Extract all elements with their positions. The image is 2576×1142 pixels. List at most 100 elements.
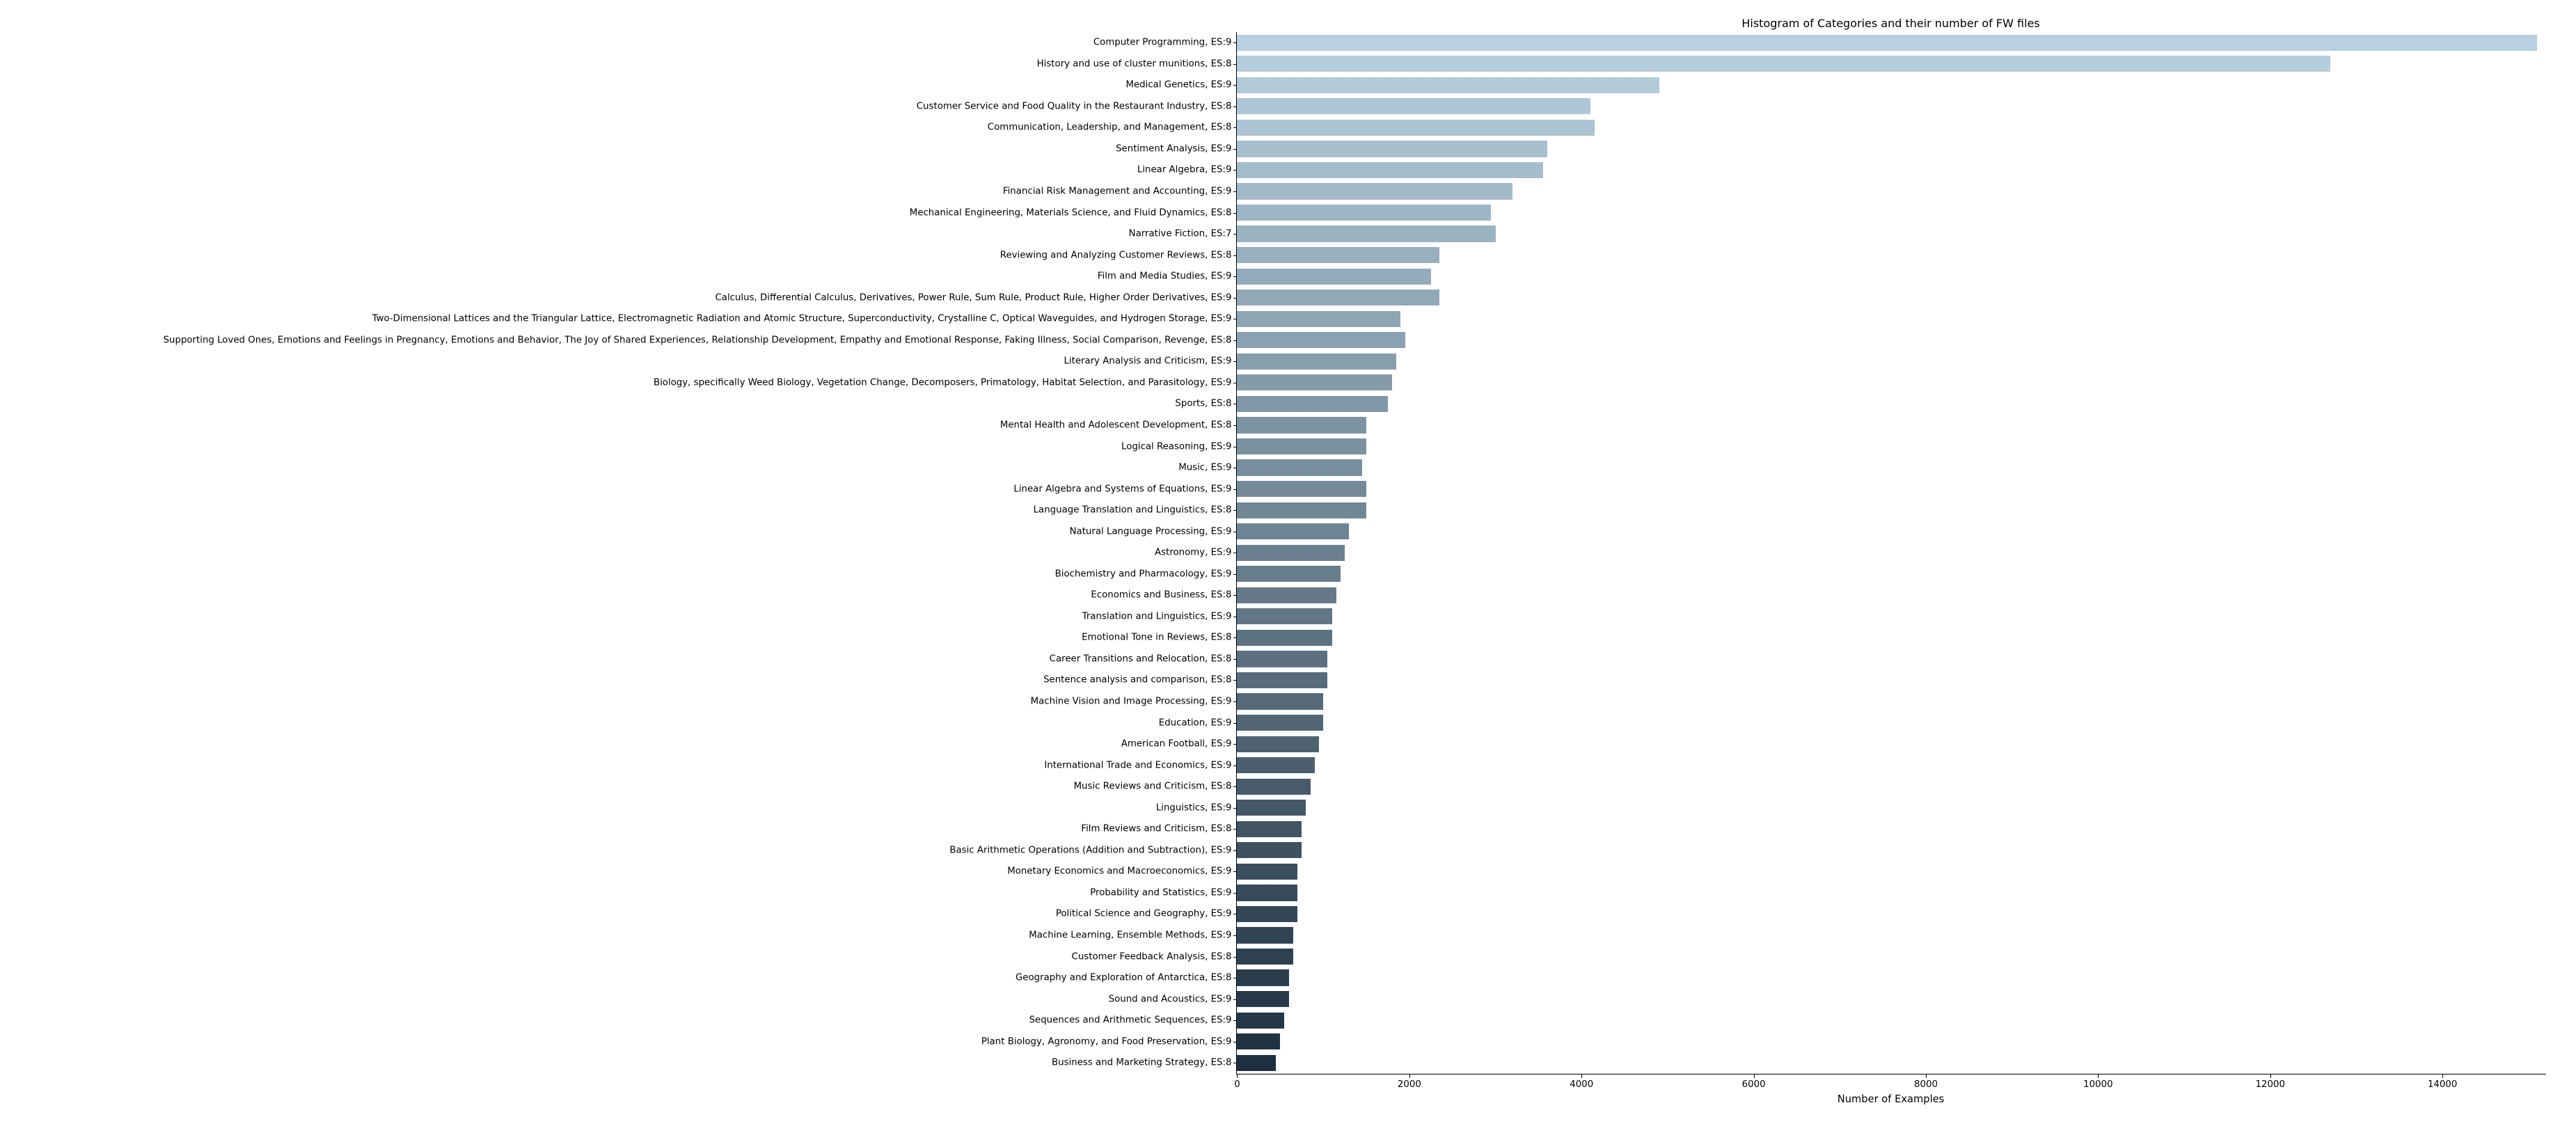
y-tick [1233, 127, 1237, 128]
bar [1237, 651, 1327, 667]
bar-row: Machine Learning, Ensemble Methods, ES:9 [1237, 925, 2545, 946]
category-label: Literary Analysis and Criticism, ES:9 [1064, 356, 1238, 367]
x-tick-label: 14000 [2428, 1074, 2457, 1090]
y-tick [1233, 723, 1237, 724]
bar [1237, 35, 2537, 51]
bar-row: Two-Dimensional Lattices and the Triangu… [1237, 308, 2545, 330]
category-label: Political Science and Geography, ES:9 [1056, 909, 1238, 919]
bar-row: Political Science and Geography, ES:9 [1237, 903, 2545, 925]
bar [1237, 566, 1340, 582]
y-tick [1233, 829, 1237, 830]
category-label: Linguistics, ES:9 [1156, 802, 1238, 813]
bar [1237, 481, 1366, 497]
category-label: Sentiment Analysis, ES:9 [1116, 143, 1237, 154]
bar-row: Emotional Tone in Reviews, ES:8 [1237, 627, 2545, 649]
bar-row: Linguistics, ES:9 [1237, 797, 2545, 818]
chart-title: Histogram of Categories and their number… [1741, 17, 2039, 30]
category-label: Supporting Loved Ones, Emotions and Feel… [164, 335, 1238, 345]
y-tick [1233, 574, 1237, 575]
x-tick-label: 2000 [1398, 1074, 1421, 1090]
bar-row: Linear Algebra, ES:9 [1237, 159, 2545, 181]
y-tick [1233, 149, 1237, 150]
bar [1237, 630, 1332, 646]
y-tick [1233, 64, 1237, 65]
bar [1237, 779, 1310, 795]
bar [1237, 672, 1327, 688]
bar-row: Communication, Leadership, and Managemen… [1237, 117, 2545, 138]
bar [1237, 162, 1542, 178]
bar-row: Basic Arithmetic Operations (Addition an… [1237, 840, 2545, 862]
bar-row: American Football, ES:9 [1237, 733, 2545, 755]
bar [1237, 183, 1512, 199]
bar-row: Natural Language Processing, ES:9 [1237, 521, 2545, 542]
bar [1237, 587, 1336, 603]
bar-row: Sentence analysis and comparison, ES:8 [1237, 669, 2545, 691]
bar [1237, 821, 1302, 837]
bar [1237, 757, 1314, 773]
bar-row: Translation and Linguistics, ES:9 [1237, 606, 2545, 628]
y-tick [1233, 1020, 1237, 1021]
category-label: Customer Feedback Analysis, ES:8 [1072, 951, 1238, 962]
category-label: Machine Learning, Ensemble Methods, ES:9 [1029, 930, 1237, 940]
y-tick [1233, 361, 1237, 362]
bar-row: Customer Service and Food Quality in the… [1237, 96, 2545, 118]
category-label: Financial Risk Management and Accounting… [1003, 187, 1238, 197]
bar [1237, 502, 1366, 518]
category-label: Music, ES:9 [1178, 463, 1237, 473]
category-label: Linear Algebra, ES:9 [1137, 165, 1238, 175]
bar [1237, 800, 1306, 816]
category-label: Basic Arithmetic Operations (Addition an… [949, 845, 1237, 855]
bar [1237, 459, 1361, 475]
bar [1237, 991, 1288, 1007]
bar-row: Reviewing and Analyzing Customer Reviews… [1237, 244, 2545, 266]
category-label: Language Translation and Linguistics, ES… [1034, 505, 1238, 516]
y-tick [1233, 255, 1237, 256]
category-label: Reviewing and Analyzing Customer Reviews… [1000, 250, 1238, 260]
bar [1237, 311, 1400, 327]
bar [1237, 77, 1659, 93]
bar [1237, 332, 1405, 348]
category-label: Translation and Linguistics, ES:9 [1082, 611, 1238, 621]
category-label: Computer Programming, ES:9 [1093, 38, 1238, 48]
bar-row: Customer Feedback Analysis, ES:8 [1237, 946, 2545, 967]
bar [1237, 842, 1302, 858]
x-tick-label: 12000 [2256, 1074, 2285, 1090]
bar [1237, 906, 1297, 922]
y-tick [1233, 935, 1237, 936]
bar [1237, 56, 2330, 72]
bar [1237, 693, 1323, 709]
bar-row: Monetary Economics and Macroeconomics, E… [1237, 861, 2545, 882]
bar [1237, 120, 1594, 136]
y-tick [1233, 786, 1237, 787]
x-axis-label: Number of Examples [1838, 1093, 1945, 1105]
bar-row: Mechanical Engineering, Materials Scienc… [1237, 202, 2545, 223]
bar-row: Machine Vision and Image Processing, ES:… [1237, 691, 2545, 713]
category-label: Career Transitions and Relocation, ES:8 [1050, 653, 1238, 664]
y-tick [1233, 42, 1237, 43]
category-label: American Football, ES:9 [1121, 739, 1238, 750]
y-tick [1233, 213, 1237, 214]
x-tick-label: 6000 [1742, 1074, 1766, 1090]
bar [1237, 247, 1439, 263]
y-tick [1233, 893, 1237, 894]
bar-row: Sequences and Arithmetic Sequences, ES:9 [1237, 1010, 2545, 1031]
bar-row: Sports, ES:8 [1237, 393, 2545, 415]
bar-row: Biochemistry and Pharmacology, ES:9 [1237, 564, 2545, 585]
bar [1237, 438, 1366, 454]
y-tick [1233, 85, 1237, 86]
bar-row: Film Reviews and Criticism, ES:8 [1237, 818, 2545, 840]
category-label: Economics and Business, ES:8 [1091, 590, 1237, 601]
category-label: Emotional Tone in Reviews, ES:8 [1082, 633, 1237, 643]
bar-row: Narrative Fiction, ES:7 [1237, 223, 2545, 245]
bar [1237, 396, 1387, 412]
y-tick [1233, 106, 1237, 107]
bar-row: Film and Media Studies, ES:9 [1237, 266, 2545, 287]
y-tick [1233, 276, 1237, 277]
bar-row: Music, ES:9 [1237, 457, 2545, 479]
category-label: Sound and Acoustics, ES:9 [1109, 994, 1238, 1004]
category-label: Customer Service and Food Quality in the… [917, 101, 1238, 111]
bar-row: Calculus, Differential Calculus, Derivat… [1237, 287, 2545, 308]
category-label: Sentence analysis and comparison, ES:8 [1043, 675, 1237, 685]
bar-row: Logical Reasoning, ES:9 [1237, 436, 2545, 457]
bar-row: Geography and Exploration of Antarctica,… [1237, 967, 2545, 989]
